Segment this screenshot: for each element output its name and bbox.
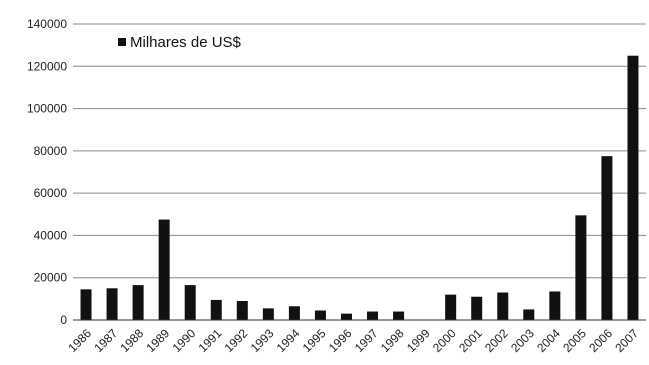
- x-tick-label: 2002: [482, 326, 511, 355]
- x-tick-label: 1988: [117, 326, 146, 355]
- x-tick-label: 2003: [508, 326, 537, 355]
- x-tick-label: 1987: [91, 326, 120, 355]
- bar-1992: [236, 300, 248, 320]
- y-tick-label: 0: [60, 313, 67, 327]
- bars: [80, 55, 639, 320]
- y-tick-label: 40000: [34, 228, 68, 242]
- bar-2004: [549, 291, 561, 320]
- x-tick-label: 2005: [560, 326, 589, 355]
- bar-1993: [262, 308, 274, 320]
- bar-2005: [575, 215, 587, 320]
- y-tick-label: 120000: [27, 59, 67, 73]
- bar-2000: [445, 294, 457, 320]
- x-tick-label: 1995: [300, 326, 329, 355]
- x-tick-label: 1994: [274, 326, 303, 355]
- y-tick-label: 100000: [27, 102, 67, 116]
- x-tick-label: 1992: [222, 326, 251, 355]
- bar-1995: [314, 310, 326, 320]
- bar-2001: [471, 296, 483, 320]
- bar-1997: [367, 311, 379, 320]
- x-tick-label: 2000: [430, 326, 459, 355]
- x-tick-label: 1997: [352, 326, 381, 355]
- bar-1989: [158, 219, 170, 320]
- y-tick-label: 60000: [34, 186, 68, 200]
- x-tick-label: 1986: [65, 326, 94, 355]
- x-tick-label: 2001: [456, 326, 485, 355]
- bar-2006: [601, 156, 613, 320]
- y-tick-label: 20000: [34, 271, 68, 285]
- legend-swatch: [118, 38, 126, 46]
- y-axis-tick-labels: 0 20000 40000 60000 80000 100000 120000 140000: [27, 17, 67, 327]
- bar-1998: [393, 311, 405, 320]
- x-tick-label: 2004: [534, 326, 563, 355]
- bar-2003: [523, 309, 535, 320]
- x-tick-label: 1989: [143, 326, 172, 355]
- x-tick-label: 1996: [326, 326, 355, 355]
- x-axis-tick-labels: 1986198719881989199019911992199319941995…: [65, 326, 641, 355]
- x-tick-label: 1998: [378, 326, 407, 355]
- bar-2002: [497, 292, 509, 320]
- x-tick-label: 2006: [586, 326, 615, 355]
- bar-1987: [106, 288, 118, 320]
- legend: Milhares de US$: [118, 34, 242, 51]
- x-tick-label: 2007: [612, 326, 641, 355]
- bar-1988: [132, 285, 144, 320]
- y-tick-label: 80000: [34, 144, 68, 158]
- x-tick-label: 1990: [170, 326, 199, 355]
- bar-2007: [627, 55, 639, 320]
- x-tick-label: 1991: [196, 326, 225, 355]
- x-tick-label: 1999: [404, 326, 433, 355]
- y-tick-label: 140000: [27, 17, 67, 31]
- bar-1986: [80, 289, 92, 320]
- legend-label: Milhares de US$: [130, 34, 242, 51]
- bar-1990: [184, 285, 196, 320]
- x-tick-label: 1993: [248, 326, 277, 355]
- bar-1994: [288, 306, 300, 320]
- bar-1996: [340, 313, 352, 320]
- bar-1991: [210, 299, 222, 320]
